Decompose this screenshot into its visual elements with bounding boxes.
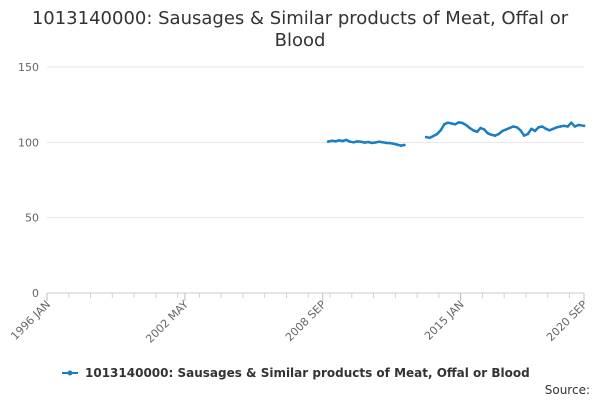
data-point bbox=[435, 132, 439, 136]
x-axis: 1996 JAN 2002 MAY 2008 SEP 2015 JAN 2020 SEP bbox=[8, 293, 590, 346]
data-point bbox=[522, 134, 526, 137]
data-point bbox=[508, 126, 511, 130]
legend-label: 1013140000: Sausages & Similar products … bbox=[85, 366, 530, 380]
data-point bbox=[461, 121, 464, 125]
data-point bbox=[544, 127, 548, 131]
data-point bbox=[355, 140, 359, 143]
x-tick-label: 2002 MAY bbox=[143, 298, 191, 346]
data-point bbox=[341, 139, 345, 143]
series-layer bbox=[326, 121, 586, 147]
data-point bbox=[493, 134, 497, 137]
data-point bbox=[497, 132, 501, 136]
data-point bbox=[472, 129, 475, 132]
data-point bbox=[464, 123, 468, 127]
data-point bbox=[490, 133, 493, 137]
data-point bbox=[511, 125, 515, 128]
data-point bbox=[562, 124, 566, 128]
data-point bbox=[533, 129, 537, 133]
data-point bbox=[468, 126, 472, 130]
chart-title-line-2: Blood bbox=[275, 30, 326, 51]
data-point bbox=[395, 143, 399, 146]
data-point bbox=[345, 138, 348, 142]
data-point bbox=[446, 121, 450, 124]
y-tick-label: 150 bbox=[18, 61, 39, 74]
data-point bbox=[330, 139, 334, 143]
x-tick-label: 2015 JAN bbox=[422, 298, 467, 343]
data-point bbox=[388, 141, 392, 145]
data-point bbox=[573, 125, 577, 128]
data-point bbox=[541, 125, 544, 128]
data-point bbox=[334, 140, 337, 143]
data-point bbox=[337, 139, 341, 142]
data-point bbox=[432, 134, 435, 138]
data-point bbox=[479, 126, 482, 130]
data-point bbox=[548, 129, 551, 132]
data-point bbox=[570, 121, 573, 124]
data-point bbox=[537, 126, 540, 129]
gridlines bbox=[47, 66, 584, 294]
series-line-0-segment-0 bbox=[326, 138, 406, 147]
data-point bbox=[366, 140, 370, 144]
data-point bbox=[428, 136, 432, 140]
data-point bbox=[515, 126, 519, 129]
data-point bbox=[377, 140, 381, 143]
data-point bbox=[348, 140, 352, 143]
data-point bbox=[385, 141, 388, 145]
chart-title-line-1: 1013140000: Sausages & Similar products … bbox=[32, 8, 569, 29]
data-point bbox=[439, 129, 443, 132]
data-point bbox=[559, 125, 562, 128]
data-point bbox=[501, 129, 504, 133]
data-point bbox=[566, 125, 569, 128]
data-point bbox=[551, 127, 555, 131]
data-point bbox=[381, 141, 384, 144]
data-point bbox=[577, 123, 580, 127]
data-point bbox=[453, 123, 457, 126]
data-point bbox=[326, 140, 330, 143]
data-point bbox=[370, 141, 374, 145]
data-point bbox=[526, 132, 530, 136]
data-point bbox=[399, 144, 403, 147]
data-point bbox=[374, 141, 377, 144]
legend-marker-icon bbox=[67, 370, 73, 376]
data-point bbox=[475, 130, 479, 134]
legend[interactable]: 1013140000: Sausages & Similar products … bbox=[62, 366, 530, 380]
y-tick-label: 50 bbox=[25, 212, 39, 225]
source-label: Source: bbox=[545, 383, 590, 397]
data-point bbox=[486, 132, 490, 135]
data-point bbox=[403, 143, 406, 147]
data-point bbox=[457, 121, 461, 124]
data-point bbox=[352, 141, 355, 144]
y-tick-label: 100 bbox=[18, 136, 39, 149]
x-tick-label: 1996 JAN bbox=[8, 298, 53, 343]
data-point bbox=[504, 128, 508, 131]
data-point bbox=[530, 127, 533, 131]
data-point bbox=[363, 141, 366, 144]
data-point bbox=[519, 129, 522, 132]
data-point bbox=[582, 124, 586, 128]
data-point bbox=[482, 128, 486, 131]
y-tick-label: 0 bbox=[32, 287, 39, 300]
data-point bbox=[443, 123, 446, 126]
x-tick-label: 2008 SEP bbox=[283, 298, 329, 344]
y-axis: 0 50 100 150 bbox=[18, 61, 39, 300]
data-point bbox=[450, 122, 453, 125]
data-point bbox=[392, 142, 395, 145]
data-point bbox=[424, 135, 428, 139]
x-tick-label: 2020 SEP bbox=[544, 298, 590, 344]
data-point bbox=[359, 140, 363, 143]
data-point bbox=[555, 126, 559, 129]
